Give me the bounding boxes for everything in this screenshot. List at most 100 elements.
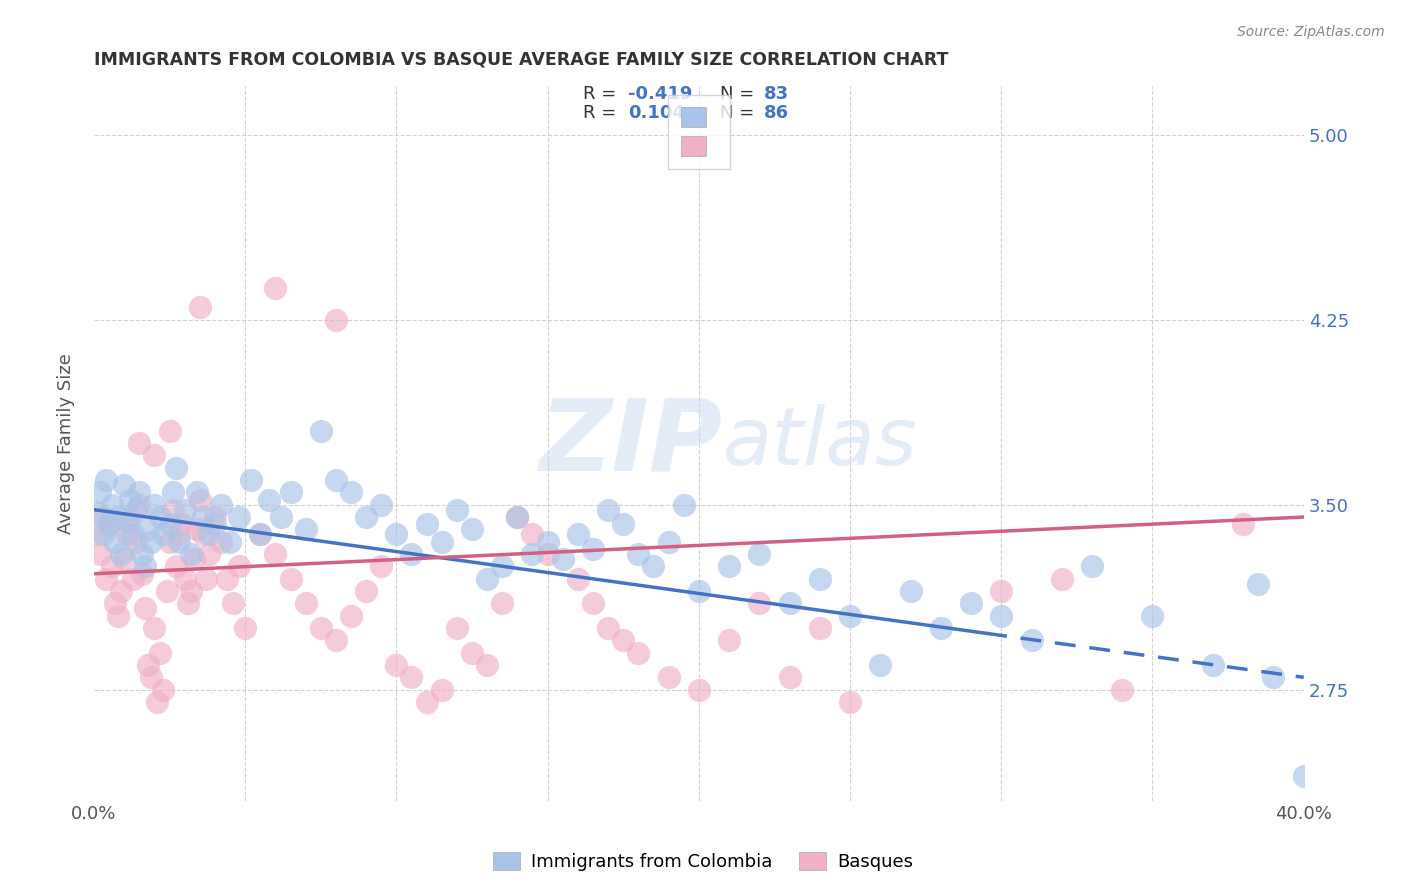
Text: atlas: atlas [723, 404, 918, 482]
Point [86, 505, 108, 519]
Point [91, 510, 114, 524]
Point [86, 527, 108, 541]
Point [370, 498, 392, 512]
Point [183, 552, 205, 566]
Legend: Immigrants from Colombia, Basques: Immigrants from Colombia, Basques [485, 845, 921, 879]
Point [475, 658, 498, 673]
Y-axis label: Average Family Size: Average Family Size [58, 352, 75, 533]
Point [309, 621, 332, 635]
Point [143, 449, 166, 463]
Point [354, 584, 377, 599]
Point [149, 510, 172, 524]
Point [194, 572, 217, 586]
Point [167, 534, 190, 549]
Point [280, 572, 302, 586]
Point [191, 527, 214, 541]
Point [1263, 670, 1285, 684]
Point [215, 572, 238, 586]
Point [551, 552, 574, 566]
Point [159, 534, 181, 549]
Point [658, 534, 681, 549]
Point [104, 596, 127, 610]
Point [138, 522, 160, 536]
Point [173, 502, 195, 516]
Point [264, 547, 287, 561]
Point [1111, 682, 1133, 697]
Point [112, 478, 135, 492]
Point [101, 498, 124, 512]
Point [204, 510, 226, 524]
Point [1292, 769, 1315, 783]
Point [188, 301, 211, 315]
Point [808, 572, 831, 586]
Point [162, 485, 184, 500]
Point [1081, 559, 1104, 574]
Text: 0.104: 0.104 [628, 104, 685, 122]
Point [491, 559, 513, 574]
Point [929, 621, 952, 635]
Point [209, 498, 232, 512]
Point [143, 621, 166, 635]
Point [748, 596, 770, 610]
Point [122, 572, 145, 586]
Point [94, 572, 117, 586]
Point [228, 510, 250, 524]
Point [596, 621, 619, 635]
Point [159, 517, 181, 532]
Point [249, 527, 271, 541]
Text: Source: ZipAtlas.com: Source: ZipAtlas.com [1237, 25, 1385, 39]
Point [672, 498, 695, 512]
Text: N =: N = [720, 104, 759, 122]
Text: IMMIGRANTS FROM COLOMBIA VS BASQUE AVERAGE FAMILY SIZE CORRELATION CHART: IMMIGRANTS FROM COLOMBIA VS BASQUE AVERA… [94, 51, 948, 69]
Point [522, 527, 544, 541]
Point [1202, 658, 1225, 673]
Point [143, 498, 166, 512]
Point [128, 436, 150, 450]
Point [91, 527, 114, 541]
Point [180, 584, 202, 599]
Point [340, 485, 363, 500]
Text: -0.419: -0.419 [628, 85, 693, 103]
Point [89, 547, 111, 561]
Point [186, 522, 208, 536]
Point [188, 492, 211, 507]
Point [294, 596, 316, 610]
Text: ZIP: ZIP [540, 394, 723, 491]
Point [233, 621, 256, 635]
Point [430, 534, 453, 549]
Text: 86: 86 [763, 104, 789, 122]
Point [120, 510, 142, 524]
Point [180, 547, 202, 561]
Point [808, 621, 831, 635]
Point [128, 498, 150, 512]
Text: N =: N = [720, 85, 759, 103]
Point [612, 517, 634, 532]
Point [122, 527, 145, 541]
Point [280, 485, 302, 500]
Point [146, 695, 169, 709]
Point [173, 572, 195, 586]
Point [110, 584, 132, 599]
Point [627, 646, 650, 660]
Point [162, 502, 184, 516]
Point [125, 502, 148, 516]
Point [131, 566, 153, 581]
Point [612, 633, 634, 648]
Point [176, 596, 198, 610]
Point [748, 547, 770, 561]
Text: R =: R = [583, 85, 623, 103]
Point [101, 559, 124, 574]
Point [198, 527, 221, 541]
Point [1021, 633, 1043, 648]
Point [165, 559, 187, 574]
Point [658, 670, 681, 684]
Point [198, 547, 221, 561]
Point [567, 527, 589, 541]
Point [264, 281, 287, 295]
Point [149, 646, 172, 660]
Point [325, 312, 347, 326]
Point [325, 633, 347, 648]
Point [522, 547, 544, 561]
Point [115, 515, 138, 529]
Point [869, 658, 891, 673]
